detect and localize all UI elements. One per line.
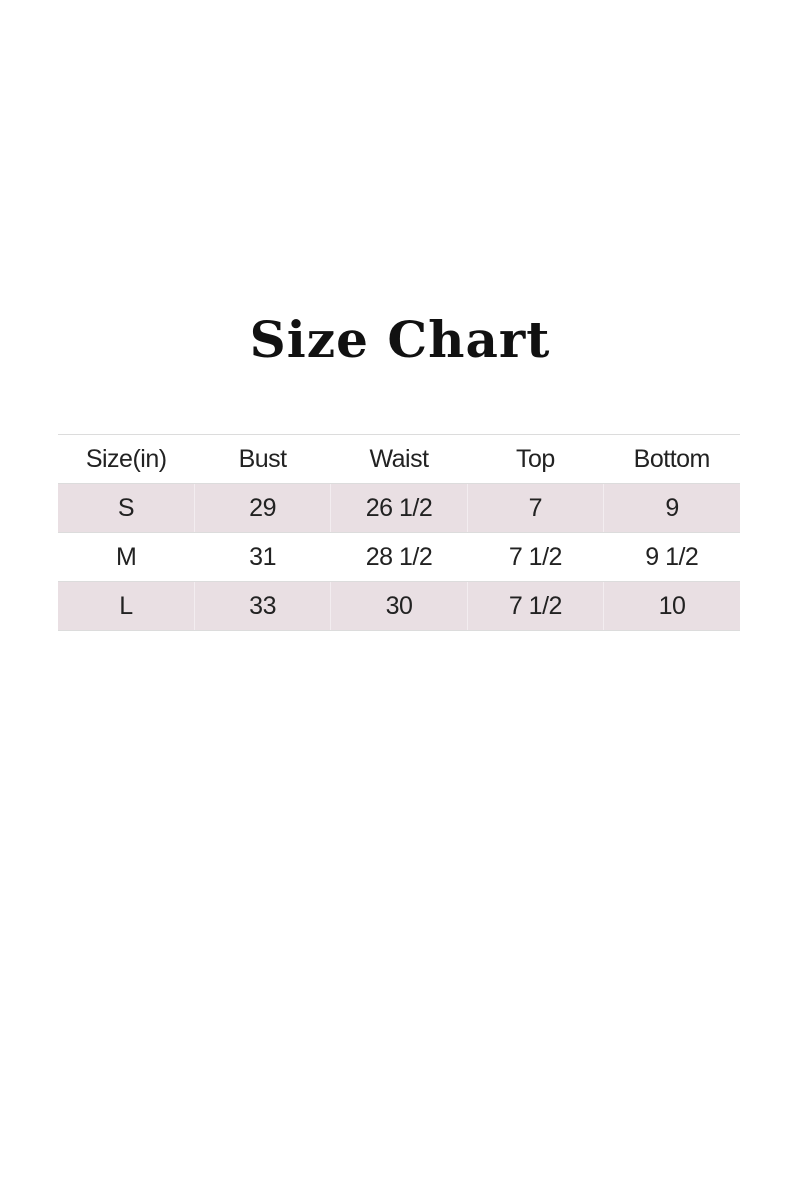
column-header: Waist xyxy=(330,434,468,484)
table-cell: S xyxy=(58,483,195,533)
table-row: S 29 26 1/2 7 9 xyxy=(58,483,740,533)
table-cell: 30 xyxy=(330,581,468,631)
table-header-row: Size(in) Bust Waist Top Bottom xyxy=(58,434,740,484)
column-header: Size(in) xyxy=(58,434,195,484)
column-header: Bust xyxy=(194,434,331,484)
table-cell: 28 1/2 xyxy=(330,532,468,582)
table-cell: 29 xyxy=(193,483,331,533)
size-chart-table: Size(in) Bust Waist Top Bottom S 29 26 1/2 7 9 M 3… xyxy=(58,434,740,631)
column-header: Top xyxy=(467,434,604,484)
table-cell: M xyxy=(58,532,195,582)
column-header: Bottom xyxy=(603,434,740,484)
table-cell: L xyxy=(58,581,195,631)
table-cell: 9 1/2 xyxy=(603,532,740,582)
table-cell: 26 1/2 xyxy=(330,483,468,533)
table-cell: 9 xyxy=(603,483,740,533)
table-row: M 31 28 1/2 7 1/2 9 1/2 xyxy=(58,532,740,582)
page-title: Size Chart xyxy=(249,310,551,369)
table-cell: 7 1/2 xyxy=(467,532,604,582)
table-cell: 10 xyxy=(603,581,740,631)
table-cell: 33 xyxy=(193,581,331,631)
table-row: L 33 30 7 1/2 10 xyxy=(58,581,740,631)
table-cell: 7 xyxy=(466,483,604,533)
table-cell: 7 1/2 xyxy=(466,581,604,631)
table-cell: 31 xyxy=(194,532,331,582)
